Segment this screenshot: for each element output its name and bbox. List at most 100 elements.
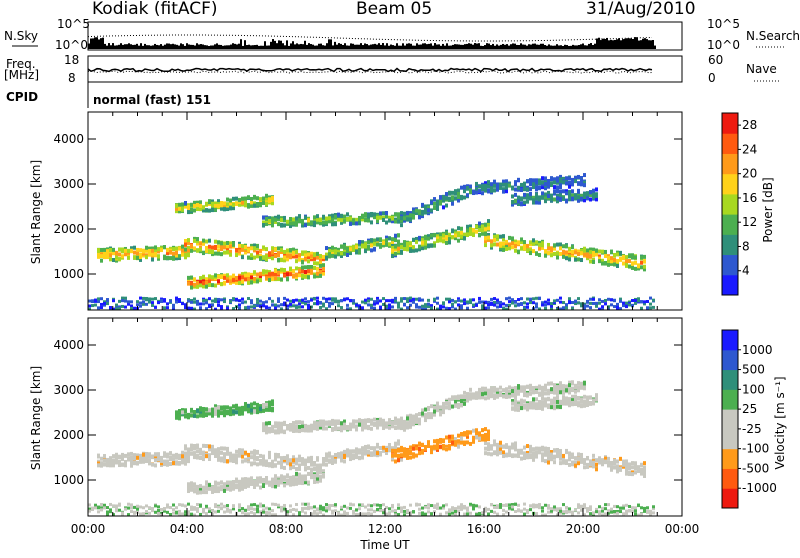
heatmap-cell [193, 482, 196, 486]
heatmap-cell [526, 248, 529, 252]
heatmap-cell [247, 505, 250, 508]
heatmap-cell [490, 243, 493, 247]
heatmap-cell [271, 272, 274, 276]
heatmap-cell [244, 245, 247, 249]
nsky-bar [114, 46, 116, 49]
nsky-bar [448, 46, 450, 49]
heatmap-cell [115, 509, 118, 512]
heatmap-cell [304, 503, 307, 506]
nsky-bar [304, 41, 306, 49]
heatmap-cell [274, 304, 277, 307]
heatmap-cell [604, 299, 607, 302]
heatmap-cell [268, 408, 271, 412]
heatmap-cell [247, 203, 250, 207]
nsky-bar [502, 44, 504, 49]
heatmap-cell [298, 306, 301, 309]
heatmap-cell [322, 267, 325, 271]
heatmap-cell [190, 307, 193, 310]
heatmap-cell [418, 412, 421, 416]
heatmap-cell [514, 180, 517, 184]
heatmap-cell [193, 508, 196, 511]
heatmap-cell [178, 510, 181, 513]
heatmap-cell [361, 427, 364, 431]
heatmap-cell [304, 466, 307, 470]
heatmap-cell [91, 304, 94, 307]
nsky-bar [256, 45, 258, 49]
heatmap-cell [256, 304, 259, 307]
heatmap-cell [283, 475, 286, 479]
nsky-bar [426, 44, 428, 49]
heatmap-cell [517, 241, 520, 245]
heatmap-cell [148, 249, 151, 253]
heatmap-cell [295, 250, 298, 254]
heatmap-cell [316, 297, 319, 300]
heatmap-cell [517, 186, 520, 190]
heatmap-cell [478, 395, 481, 399]
heatmap-cell [334, 297, 337, 300]
nsky-bar [358, 45, 360, 49]
heatmap-cell [460, 508, 463, 511]
heatmap-cell [142, 512, 145, 515]
heatmap-cell [466, 507, 469, 510]
heatmap-cell [142, 453, 145, 457]
heatmap-cell [175, 411, 178, 415]
heatmap-cell [628, 259, 631, 263]
heatmap-cell [403, 243, 406, 247]
heatmap-cell [124, 454, 127, 458]
heatmap-cell [397, 220, 400, 224]
heatmap-cell [205, 480, 208, 484]
heatmap-cell [493, 301, 496, 304]
heatmap-cell [109, 457, 112, 461]
heatmap-cell [223, 505, 226, 508]
nsky-bar [478, 43, 480, 49]
date-label: 31/Aug/2010 [586, 0, 696, 19]
heatmap-cell [304, 270, 307, 274]
heatmap-cell [409, 425, 412, 429]
heatmap-cell [202, 281, 205, 285]
heatmap-cell [226, 410, 229, 414]
heatmap-cell [208, 304, 211, 307]
heatmap-cell [226, 241, 229, 245]
heatmap-cell [421, 246, 424, 250]
heatmap-cell [358, 451, 361, 455]
heatmap-cell [202, 239, 205, 243]
heatmap-cell [346, 449, 349, 453]
heatmap-cell [499, 305, 502, 308]
heatmap-cell [433, 446, 436, 450]
heatmap-cell [325, 256, 328, 260]
heatmap-cell [301, 305, 304, 308]
heatmap-cell [391, 305, 394, 308]
heatmap-cell [340, 299, 343, 302]
heatmap-cell [391, 254, 394, 258]
nsky-bar [430, 43, 432, 49]
heatmap-cell [175, 297, 178, 300]
heatmap-cell [238, 509, 241, 512]
heatmap-cell [418, 503, 421, 506]
heatmap-cell [247, 297, 250, 300]
heatmap-cell [427, 406, 430, 410]
heatmap-cell [460, 231, 463, 235]
heatmap-cell [193, 444, 196, 448]
heatmap-cell [112, 258, 115, 262]
heatmap-cell [427, 208, 430, 212]
y-tick-label: 3000 [53, 177, 84, 191]
heatmap-cell [424, 506, 427, 509]
nsky-bar [134, 45, 136, 49]
heatmap-cell [556, 299, 559, 302]
heatmap-cell [583, 173, 586, 177]
heatmap-cell [568, 247, 571, 251]
heatmap-cell [457, 199, 460, 203]
heatmap-cell [163, 507, 166, 510]
nsky-bar [440, 46, 442, 49]
nsky-bar [146, 45, 148, 49]
heatmap-cell [211, 208, 214, 212]
heatmap-cell [430, 307, 433, 310]
heatmap-cell [412, 301, 415, 304]
heatmap-cell [472, 233, 475, 237]
heatmap-cell [325, 458, 328, 462]
heatmap-cell [271, 304, 274, 307]
nsky-bar [354, 45, 356, 49]
heatmap-cell [361, 215, 364, 219]
heatmap-cell [352, 245, 355, 249]
nsky-bar [536, 45, 538, 49]
